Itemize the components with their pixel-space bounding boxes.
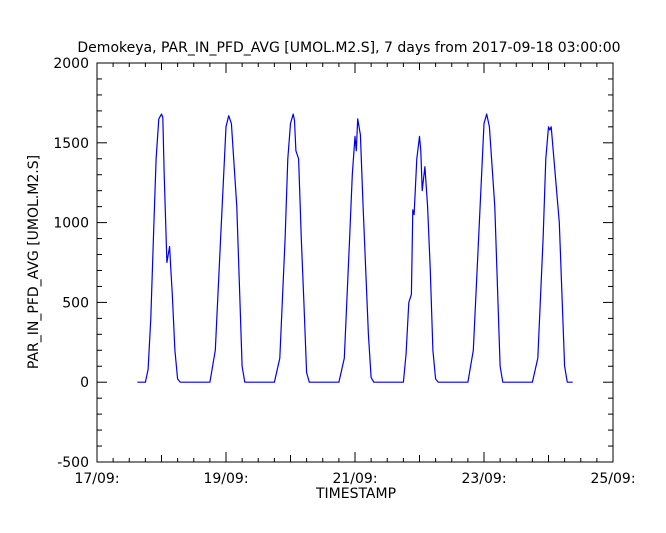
x-tick-label: 17/09: xyxy=(74,471,119,487)
x-axis-ticks: 17/09: 19/09: 21/09: 23/09: 25/09: xyxy=(74,63,636,487)
y-axis-label: PAR_IN_PFD_AVG [UMOL.M2.S] xyxy=(26,155,42,369)
x-tick-label: 23/09: xyxy=(461,471,506,487)
y-tick-label: 2000 xyxy=(53,56,89,72)
y-tick-label: 1000 xyxy=(53,216,89,232)
x-tick-label: 21/09: xyxy=(332,471,377,487)
y-tick-label: -500 xyxy=(57,455,89,471)
y-tick-label: 500 xyxy=(62,295,89,311)
series-layer xyxy=(137,113,573,383)
y-axis-ticks: -500 0 500 1000 1500 2000 xyxy=(53,56,613,471)
series-line xyxy=(137,113,573,383)
x-tick-label: 25/09: xyxy=(590,471,635,487)
x-axis-label: TIMESTAMP xyxy=(315,486,396,502)
x-tick-label: 19/09: xyxy=(203,471,248,487)
y-tick-label: 0 xyxy=(80,375,89,391)
chart-title: Demokeya, PAR_IN_PFD_AVG [UMOL.M2.S], 7 … xyxy=(77,40,620,56)
y-tick-label: 1500 xyxy=(53,136,89,152)
